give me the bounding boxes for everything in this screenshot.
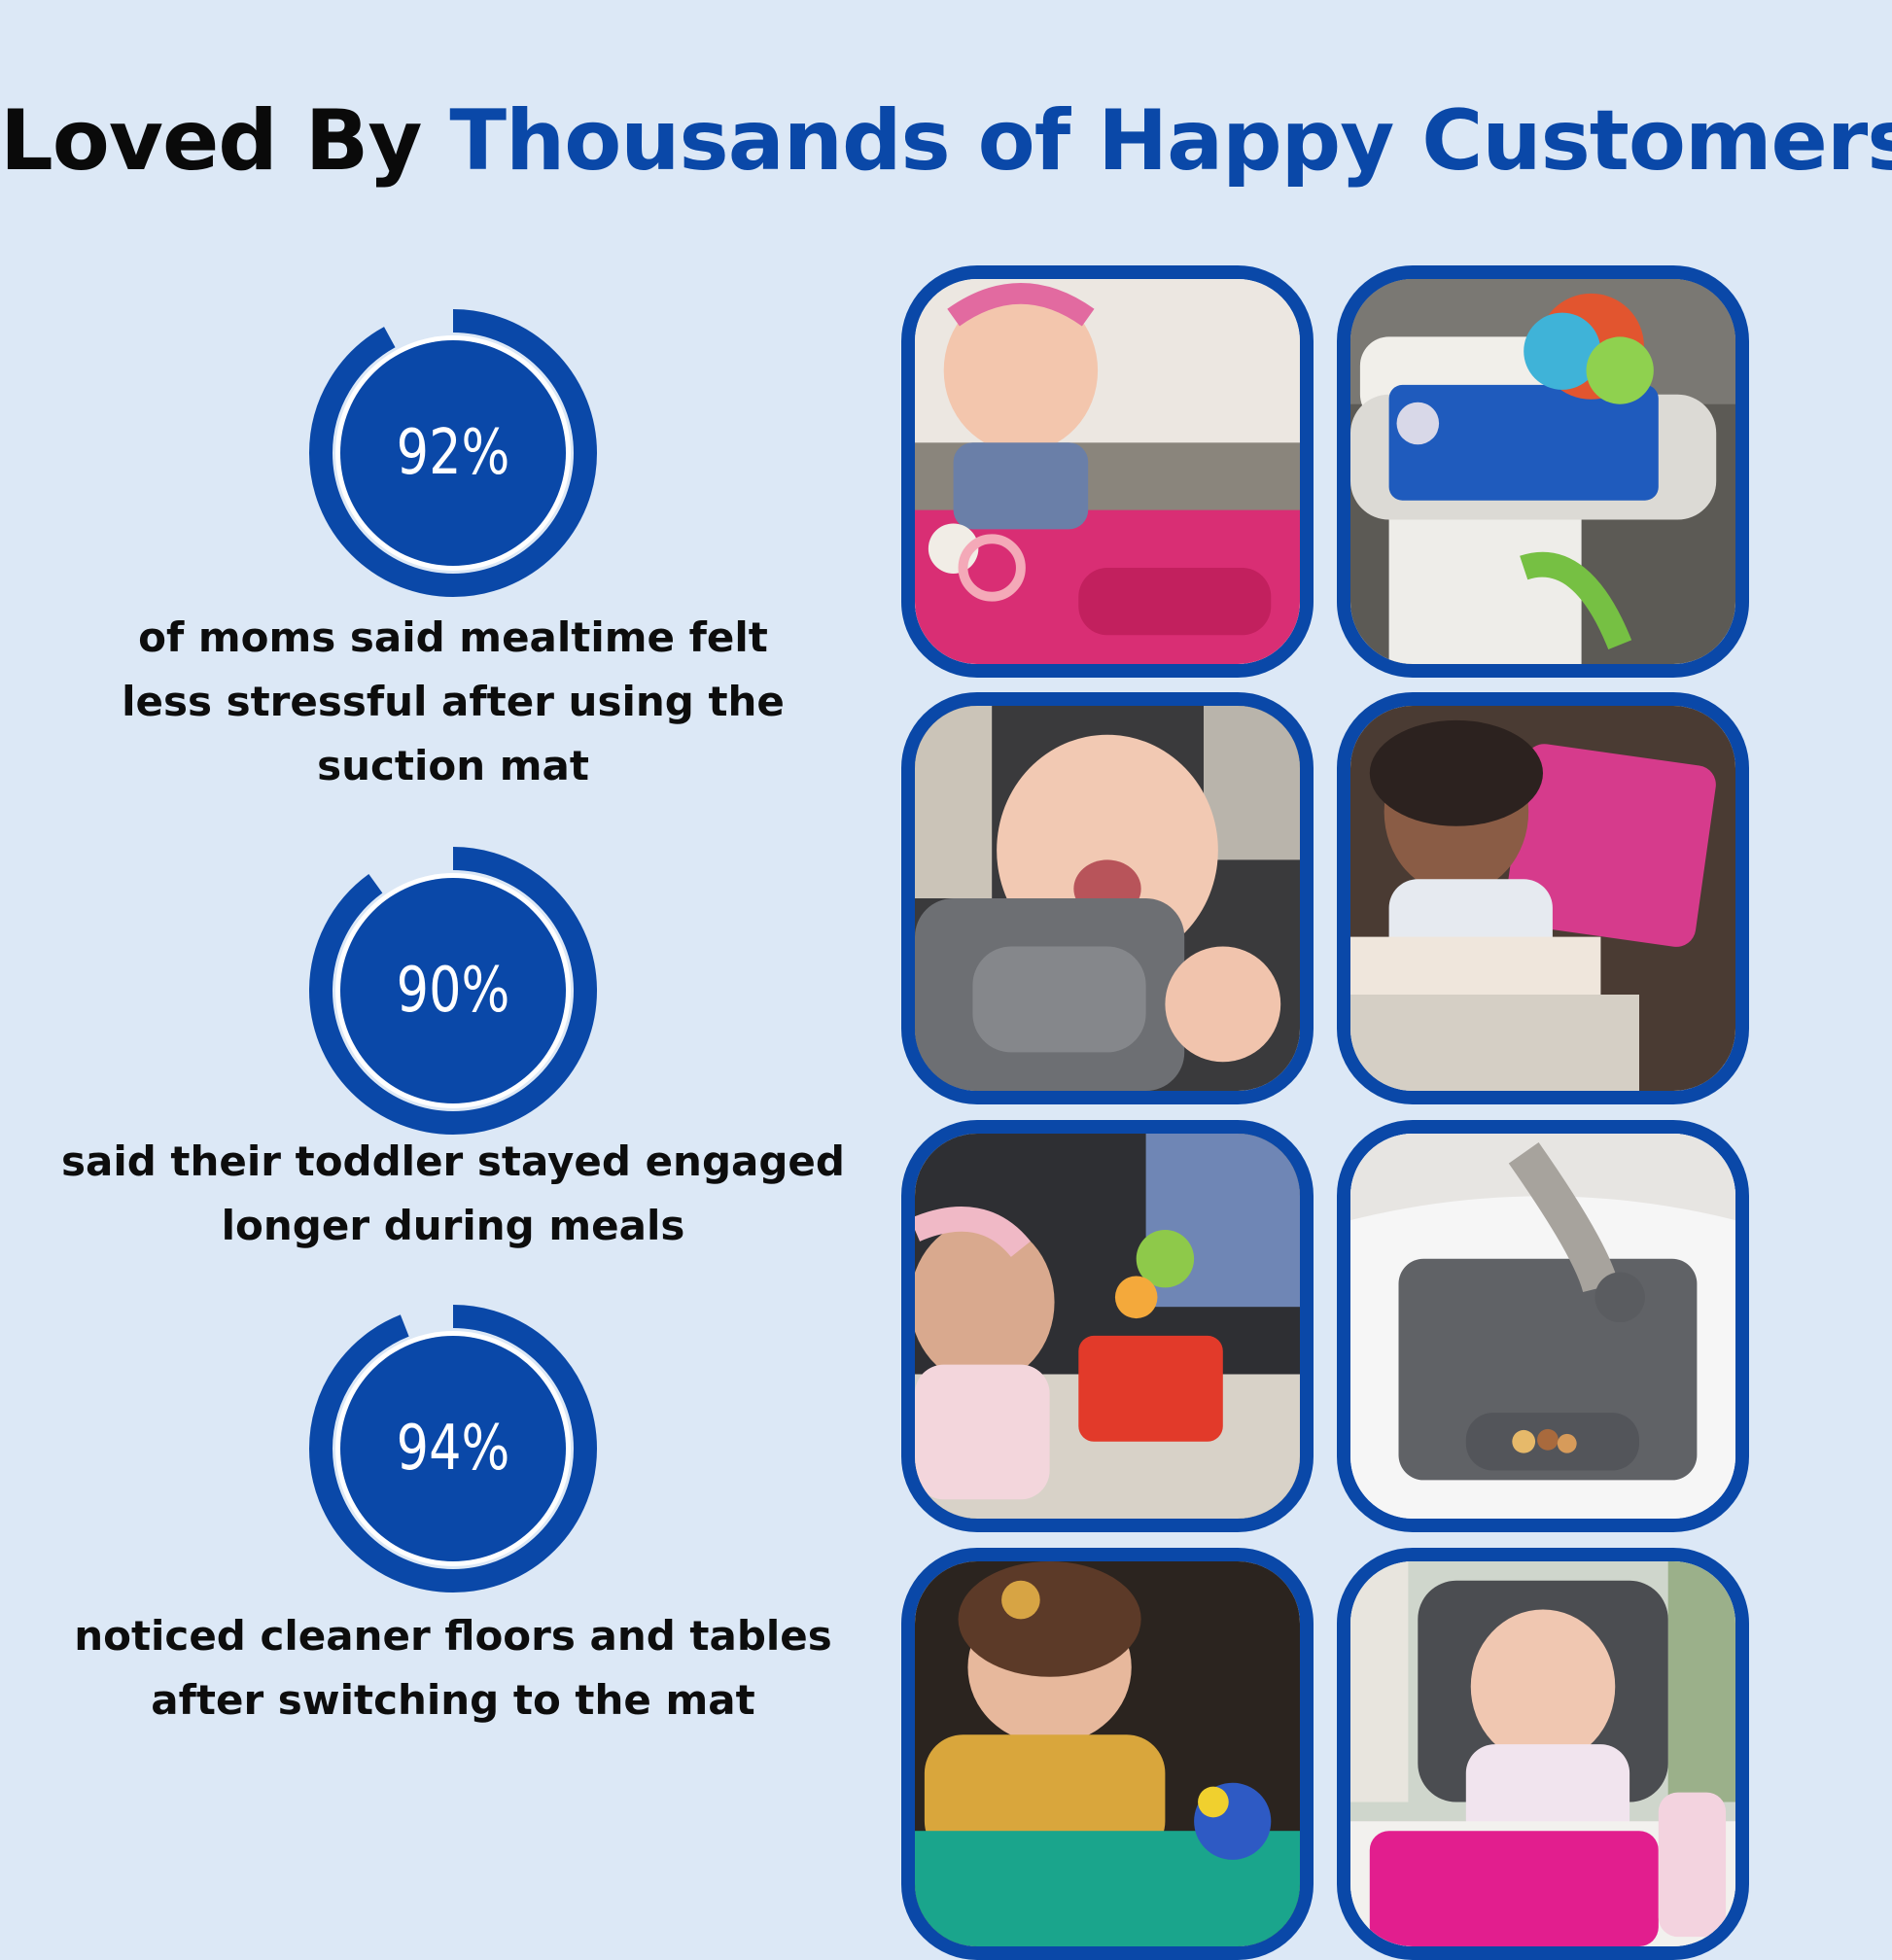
stat-line: of moms said mealtime felt xyxy=(138,613,768,661)
progress-ring-graphic xyxy=(309,847,597,1135)
stat-percent: 90% xyxy=(396,955,510,1027)
stat-description: of moms said mealtime felt less stressfu… xyxy=(0,606,906,798)
customer-photo-1 xyxy=(901,265,1314,678)
stat-percent: 94% xyxy=(396,1413,510,1485)
stat-ring-2: 90% xyxy=(307,845,599,1137)
stat-line: noticed cleaner floors and tables xyxy=(74,1612,832,1660)
stat-line: after switching to the mat xyxy=(151,1676,755,1724)
stat-ring-1: 92% xyxy=(307,307,599,599)
customer-photo-5 xyxy=(901,1120,1314,1532)
stat-line: less stressful after using the xyxy=(122,678,785,725)
stat-description: noticed cleaner floors and tables after … xyxy=(0,1604,906,1732)
ring-center-disc xyxy=(340,878,566,1103)
stat-line: suction mat xyxy=(317,742,589,789)
customer-photo-2 xyxy=(1337,265,1749,678)
progress-arc xyxy=(309,309,597,597)
customer-photo-6 xyxy=(1337,1120,1749,1532)
progress-ring-graphic xyxy=(309,1305,597,1592)
stat-description: said their toddler stayed engaged longer… xyxy=(0,1130,906,1258)
progress-arc xyxy=(309,1305,597,1592)
stat-ring-3: 94% xyxy=(307,1303,599,1594)
ring-center-disc xyxy=(340,340,566,566)
customer-photo-4 xyxy=(1337,692,1749,1104)
page-title: Loved By Thousands of Happy Customers xyxy=(0,92,1892,190)
stat-line: longer during meals xyxy=(221,1202,685,1249)
title-part-black: Loved By xyxy=(0,92,450,190)
stat-line: said their toddler stayed engaged xyxy=(61,1138,845,1185)
customer-photo-7 xyxy=(901,1548,1314,1960)
customer-photo-8 xyxy=(1337,1548,1749,1960)
ring-center-disc xyxy=(340,1336,566,1561)
title-part-blue: Thousands of Happy Customers xyxy=(449,92,1892,190)
stat-percent: 92% xyxy=(396,417,510,489)
progress-arc xyxy=(309,847,597,1135)
customer-photo-3 xyxy=(901,692,1314,1104)
progress-ring-graphic xyxy=(309,309,597,597)
